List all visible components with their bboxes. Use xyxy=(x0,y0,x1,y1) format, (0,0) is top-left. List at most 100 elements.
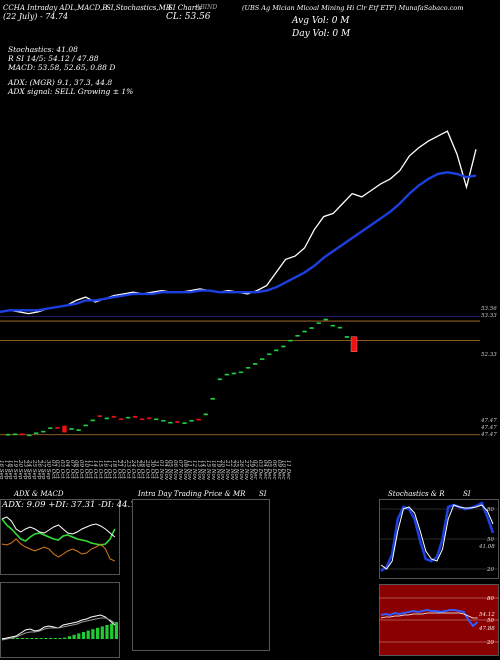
candle-body xyxy=(210,398,215,400)
macd-histogram-bar xyxy=(86,630,90,639)
header-title-3: SI Charts xyxy=(168,4,202,12)
macd-histogram-bar xyxy=(53,638,57,639)
macd-histogram-bar xyxy=(96,627,100,639)
macd-histogram-bar xyxy=(91,629,95,639)
adx-signal: ADX signal: SELL Growing ± 1% xyxy=(8,87,134,96)
candle-body xyxy=(175,421,180,423)
candle-body xyxy=(111,416,117,418)
candle-body xyxy=(41,430,46,433)
close-label: CL: 53.56 xyxy=(166,12,211,22)
stochastics-value: Stochastics: 41.08 xyxy=(8,45,78,54)
candle-body xyxy=(34,432,39,435)
rsi-level-label: 80 xyxy=(487,596,494,602)
candle-body xyxy=(168,421,173,424)
candle-body xyxy=(288,339,293,342)
candle-body xyxy=(125,416,131,419)
macd-histogram-bar xyxy=(20,638,24,639)
price-level-label: 47.47 xyxy=(481,425,497,431)
date-tick-label: 11 Dec xyxy=(285,460,292,480)
adx-panel-title: ADX & MACD xyxy=(14,490,64,498)
rsi-panel: 80 50 20 54.12 47.88 xyxy=(379,584,499,656)
stoch-value-label: 41.08 xyxy=(478,544,495,550)
signal-line xyxy=(1,617,116,641)
candle-body xyxy=(224,373,230,376)
macd-histogram-bar xyxy=(110,623,114,639)
candle-body xyxy=(330,324,336,327)
macd-histogram-bar xyxy=(58,638,62,639)
macd-histogram-bar xyxy=(100,626,104,639)
candle-body xyxy=(5,433,11,436)
adx-line xyxy=(1,538,115,562)
header-title-2: SI,Stochastics,MR xyxy=(106,4,172,12)
candle-body xyxy=(231,372,237,375)
price-level-label: 53.56 xyxy=(481,306,497,312)
header-title-4: (UBS Ag Mlcian Mlcoal Mining Hi Clr Etf … xyxy=(242,4,464,12)
candle-body xyxy=(97,415,102,417)
candle-body xyxy=(69,428,74,430)
candle-body xyxy=(132,416,138,418)
candle-body xyxy=(260,358,265,360)
date-range: (22 July) - 74.74 xyxy=(3,12,69,21)
candle-body xyxy=(196,418,201,421)
macd-histogram-bar xyxy=(72,634,76,639)
rsi-level-label: 20 xyxy=(486,640,494,646)
date-axis: 16 Sep 17 Sep 18 Sep 19 Sep 20 Sep 23 Sep 24 S… xyxy=(0,442,500,490)
candle-body xyxy=(316,322,321,325)
candle-body xyxy=(309,327,314,329)
intraday-panel xyxy=(132,499,270,651)
stoch-d-line xyxy=(380,504,494,570)
intraday-panel-si: SI xyxy=(259,490,267,498)
candle-body xyxy=(48,427,53,429)
stoch-level-label: 20 xyxy=(486,567,494,573)
candle-body xyxy=(203,413,208,416)
candle-body xyxy=(19,433,25,436)
stoch-level-label: 80 xyxy=(487,507,494,513)
candle-body xyxy=(83,424,88,427)
price-line xyxy=(0,130,477,315)
macd-histogram-bar xyxy=(16,638,20,639)
candle-body xyxy=(118,418,124,421)
candle-body xyxy=(245,367,251,369)
candle-body xyxy=(147,417,152,420)
candle-body xyxy=(252,363,258,365)
candle-body xyxy=(281,345,286,348)
macd-value: MACD: 53.58, 52.65, 0.88 D xyxy=(8,63,116,72)
price-level-label: 47.47 xyxy=(481,432,497,438)
candle-body xyxy=(12,433,18,436)
candle-body xyxy=(189,420,194,422)
rsi-value: R SI 14/5: 54.12 / 47.88 xyxy=(8,54,99,63)
macd-histogram-bar xyxy=(77,633,81,639)
rsi-line xyxy=(380,608,479,628)
day-vol: Day Vol: 0 M xyxy=(292,29,351,39)
candle-body xyxy=(154,418,159,421)
stochastics-panel: 80 50 20 41.08 xyxy=(379,499,499,579)
adx-value: ADX: (MGR) 9.1, 37.3, 44.8 xyxy=(8,78,113,87)
macd-histogram-bar xyxy=(63,637,67,639)
macd-histogram-bar xyxy=(30,638,34,639)
candle-body xyxy=(161,420,166,422)
stoch-level-label: 50 xyxy=(487,537,494,543)
candle-body xyxy=(337,326,343,329)
candle-body xyxy=(323,318,328,321)
rsi-value-label: 54.12 xyxy=(479,612,495,618)
header-title-1: CCHA Intraday ADL,MACD,B xyxy=(3,4,108,12)
candle-body xyxy=(55,426,60,429)
price-level-label: 53.33 xyxy=(481,313,497,319)
macd-histogram-bar xyxy=(49,638,53,639)
macd-histogram-bar xyxy=(44,638,48,639)
candle-body xyxy=(344,336,350,338)
adx-macd-panel xyxy=(0,499,120,658)
candle-body xyxy=(274,349,279,352)
avg-vol: Avg Vol: 0 M xyxy=(292,16,350,26)
candle-body xyxy=(238,371,244,374)
candle-body xyxy=(350,336,358,352)
minus-di-line xyxy=(1,516,116,538)
rsi-level-label: 50 xyxy=(487,618,494,624)
candle-body xyxy=(90,419,95,422)
candle-body xyxy=(295,335,300,337)
candle-body xyxy=(139,418,145,421)
macd-histogram-bar xyxy=(105,625,109,639)
plus-di-line xyxy=(1,518,116,546)
candle-body xyxy=(217,378,223,381)
candle-body xyxy=(302,330,307,333)
